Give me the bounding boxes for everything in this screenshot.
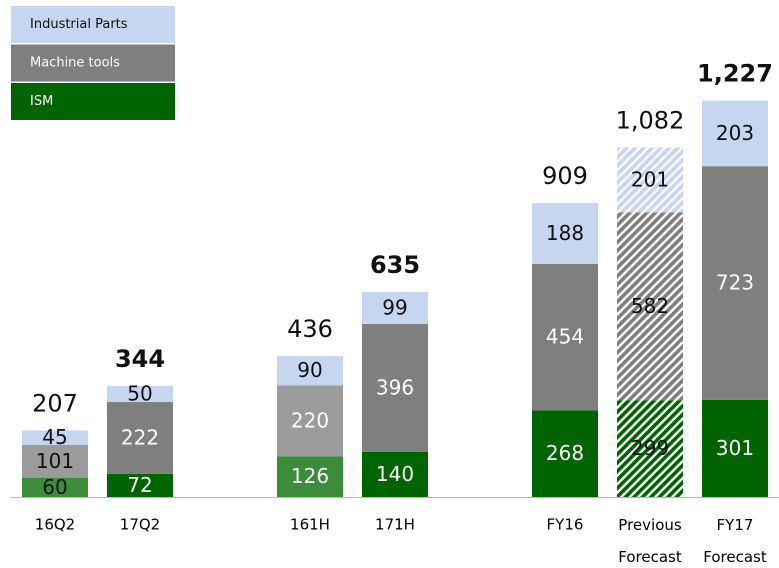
data-label: 188 <box>546 221 584 245</box>
legend-swatch <box>11 83 175 120</box>
data-label: 299 <box>631 436 669 460</box>
bar-segment <box>617 400 683 497</box>
bar-segment <box>277 456 343 497</box>
bar-segment <box>22 477 88 497</box>
data-label: 45 <box>42 425 67 449</box>
data-label: 582 <box>631 294 669 318</box>
bar-segment <box>362 451 428 497</box>
bar-segment <box>702 100 768 167</box>
bar-segment <box>362 323 428 452</box>
data-label: 396 <box>376 375 414 399</box>
data-label: 101 <box>36 449 74 473</box>
data-label: 126 <box>291 464 329 488</box>
x-tick-label: Previous Forecast <box>618 516 682 566</box>
data-label: 268 <box>546 441 584 465</box>
bar-segment <box>702 166 768 400</box>
x-tick-label: 17Q2 <box>120 516 160 534</box>
bar-segment <box>22 444 88 478</box>
data-label: 50 <box>127 381 152 405</box>
data-label: 220 <box>291 408 329 432</box>
data-label: 301 <box>716 436 754 460</box>
bar-segment <box>22 430 88 445</box>
data-label: 222 <box>121 425 159 449</box>
x-tick-label: FY17 Forecast <box>703 516 767 566</box>
bar-segment <box>617 147 683 213</box>
legend-label: Machine tools <box>30 56 120 71</box>
total-label: 344 <box>115 345 165 373</box>
total-label: 635 <box>370 251 420 279</box>
legend-swatch <box>11 6 175 43</box>
x-tick-label: 16Q2 <box>35 516 75 534</box>
bar-segment <box>532 263 598 411</box>
data-label: 90 <box>297 358 322 382</box>
bar-segment <box>107 473 173 497</box>
data-label: 60 <box>42 475 67 499</box>
data-label: 72 <box>127 473 152 497</box>
data-label: 201 <box>631 167 669 191</box>
bar-segment <box>107 402 173 474</box>
data-label: 99 <box>382 295 407 319</box>
bar-segment <box>107 385 173 403</box>
x-tick-label: 171H <box>375 516 415 534</box>
bar-segment <box>702 399 768 497</box>
legend-label: Industrial Parts <box>30 17 128 32</box>
data-label: 140 <box>376 462 414 486</box>
x-tick-label: 161H <box>290 516 330 534</box>
total-label: 1,082 <box>616 107 685 135</box>
total-label: 207 <box>32 389 78 417</box>
bar-segment <box>277 385 343 457</box>
data-label: 454 <box>546 325 584 349</box>
legend-label: ISM <box>30 94 53 109</box>
bar-segment <box>532 410 598 497</box>
total-label: 436 <box>287 315 333 343</box>
x-tick-label: FY16 <box>547 516 584 534</box>
bar-segment <box>617 212 683 401</box>
legend-swatch <box>11 44 175 82</box>
bar-segment <box>532 203 598 264</box>
bar-segment <box>277 356 343 386</box>
data-label: 723 <box>716 271 754 295</box>
total-label: 909 <box>542 162 588 190</box>
bar-segment <box>362 291 428 324</box>
data-label: 203 <box>716 121 754 145</box>
total-label: 1,227 <box>697 60 773 88</box>
